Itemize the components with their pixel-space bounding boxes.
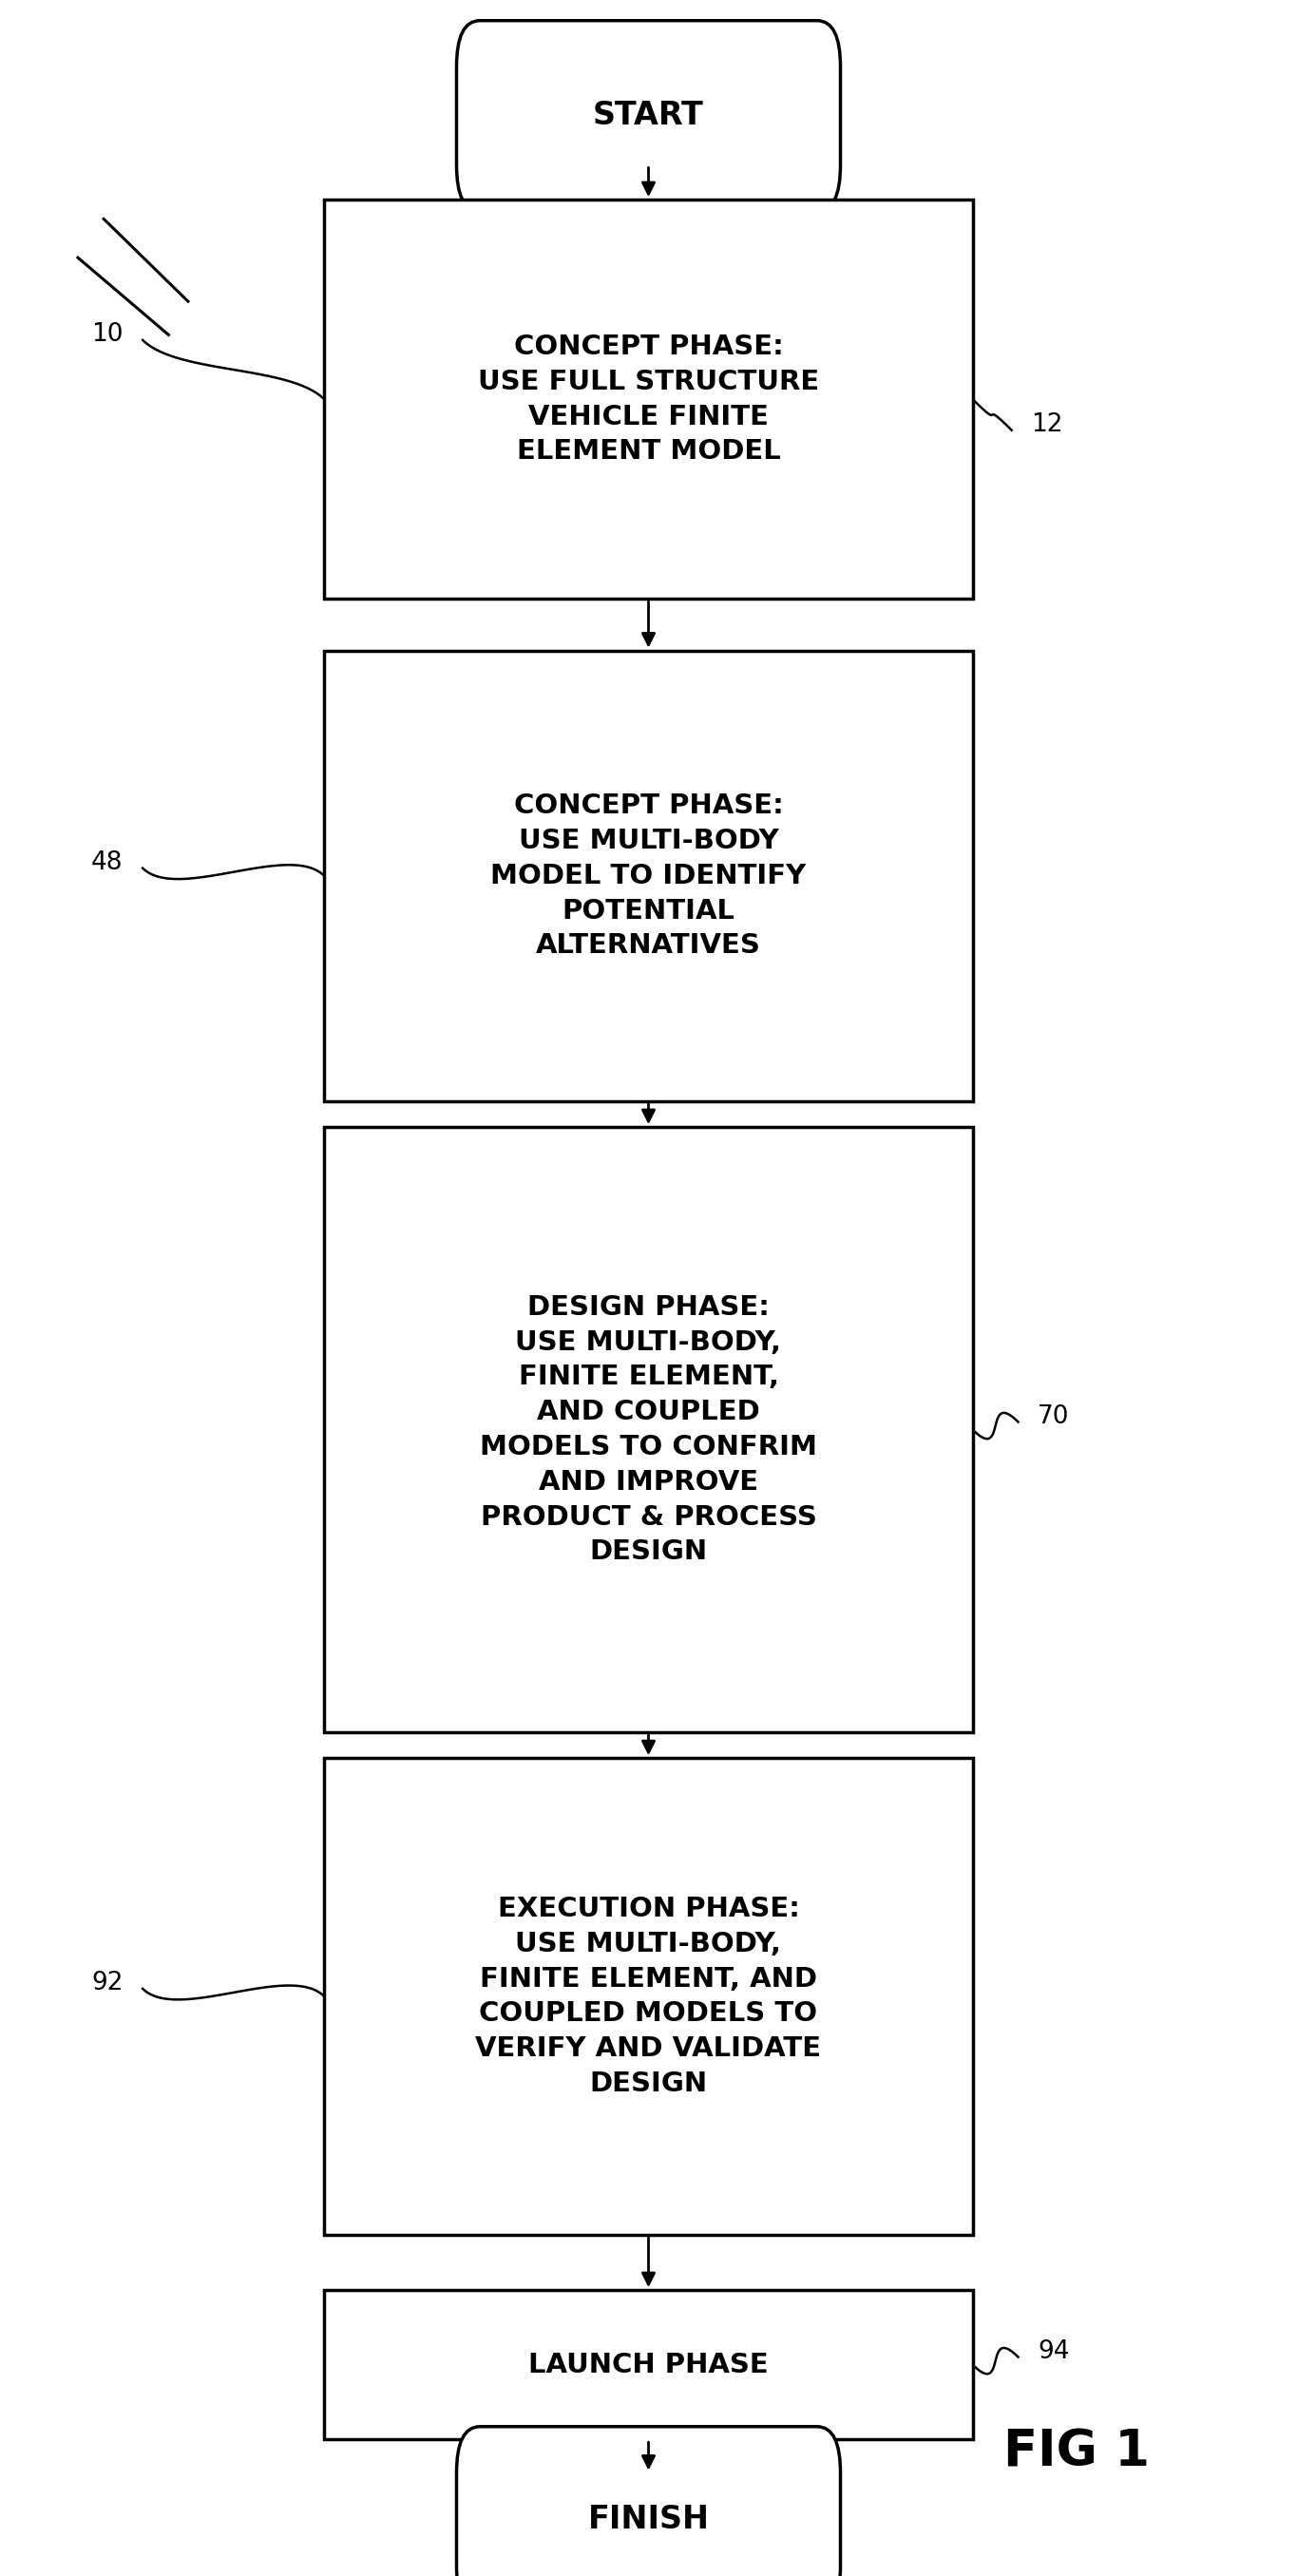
- Text: START: START: [593, 100, 704, 131]
- Text: 94: 94: [1038, 2339, 1070, 2365]
- Text: LAUNCH PHASE: LAUNCH PHASE: [528, 2352, 769, 2378]
- Text: CONCEPT PHASE:
USE MULTI-BODY
MODEL TO IDENTIFY
POTENTIAL
ALTERNATIVES: CONCEPT PHASE: USE MULTI-BODY MODEL TO I…: [490, 793, 807, 958]
- Bar: [324, 1757, 973, 2233]
- Text: 92: 92: [91, 1971, 123, 1996]
- Bar: [324, 198, 973, 598]
- FancyBboxPatch shape: [457, 2427, 840, 2576]
- Text: FINISH: FINISH: [588, 2504, 709, 2535]
- Bar: [324, 2290, 973, 2439]
- Text: 70: 70: [1038, 1404, 1070, 1430]
- Bar: [324, 649, 973, 1100]
- Bar: [324, 1128, 973, 1731]
- Text: DESIGN PHASE:
USE MULTI-BODY,
FINITE ELEMENT,
AND COUPLED
MODELS TO CONFRIM
AND : DESIGN PHASE: USE MULTI-BODY, FINITE ELE…: [480, 1293, 817, 1566]
- Text: EXECUTION PHASE:
USE MULTI-BODY,
FINITE ELEMENT, AND
COUPLED MODELS TO
VERIFY AN: EXECUTION PHASE: USE MULTI-BODY, FINITE …: [476, 1896, 821, 2097]
- Text: FIG 1: FIG 1: [1004, 2427, 1149, 2478]
- Text: 12: 12: [1031, 412, 1064, 438]
- Text: CONCEPT PHASE:
USE FULL STRUCTURE
VEHICLE FINITE
ELEMENT MODEL: CONCEPT PHASE: USE FULL STRUCTURE VEHICL…: [477, 332, 820, 466]
- Text: 10: 10: [91, 322, 123, 348]
- Text: 48: 48: [91, 850, 123, 876]
- FancyBboxPatch shape: [457, 21, 840, 211]
